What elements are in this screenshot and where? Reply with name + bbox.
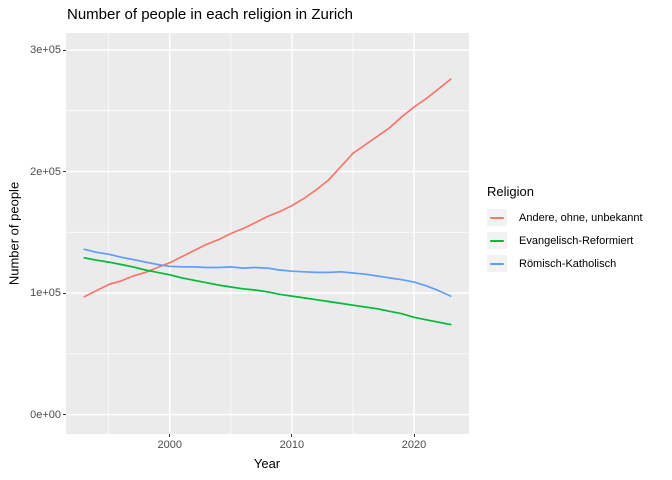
y-axis-title: Number of people: [6, 181, 22, 286]
legend-item-0: Andere, ohne, unbekannt: [487, 209, 667, 226]
y-tick-label: 1e+05: [30, 287, 61, 300]
legend: Religion Andere, ohne, unbekannt Evangeli…: [487, 184, 667, 278]
legend-title: Religion: [487, 184, 534, 199]
y-tick-label: 2e+05: [30, 165, 61, 178]
y-tick-label: 3e+05: [30, 44, 61, 56]
plot-panel: [66, 33, 469, 434]
series-line-0: [83, 78, 452, 298]
legend-key-swatch: [487, 209, 507, 226]
x-tick-mark: [291, 434, 293, 437]
plot-canvas: [66, 33, 469, 434]
legend-key-line-icon: [490, 262, 504, 265]
legend-item-label: Römisch-Katholisch: [519, 257, 617, 270]
legend-key-swatch: [487, 255, 507, 272]
plot-title: Number of people in each religion in Zur…: [67, 6, 353, 23]
y-tick-mark: [63, 292, 66, 294]
series-line-1: [83, 256, 452, 326]
legend-items: Andere, ohne, unbekannt Evangelisch-Refor…: [487, 209, 667, 272]
legend-key-line-icon: [490, 216, 504, 219]
legend-key-line-icon: [490, 239, 504, 242]
legend-key-swatch: [487, 232, 507, 249]
legend-item-1: Evangelisch-Reformiert: [487, 232, 667, 249]
x-tick-label: 2010: [279, 439, 305, 451]
y-tick-mark: [63, 49, 66, 51]
legend-item-2: Römisch-Katholisch: [487, 255, 667, 272]
x-tick-mark: [169, 434, 171, 437]
x-tick-label: 2020: [401, 439, 427, 451]
x-tick-mark: [413, 434, 415, 437]
y-tick-label: 0e+00: [30, 408, 61, 421]
series-line-2: [83, 248, 452, 297]
y-tick-mark: [63, 171, 66, 173]
legend-item-label: Evangelisch-Reformiert: [519, 234, 634, 247]
x-tick-label: 2000: [157, 439, 183, 451]
x-axis-title: Year: [253, 456, 281, 471]
y-tick-mark: [63, 414, 66, 416]
legend-item-label: Andere, ohne, unbekannt: [519, 211, 643, 224]
